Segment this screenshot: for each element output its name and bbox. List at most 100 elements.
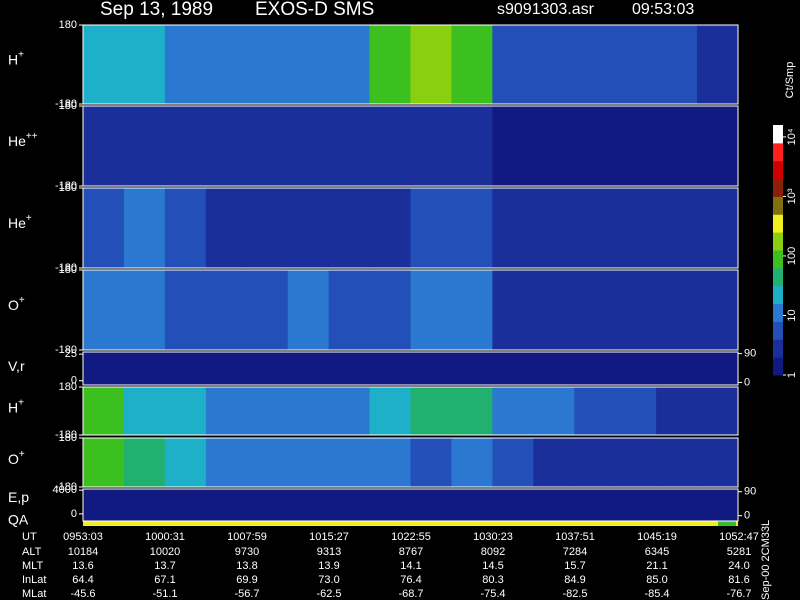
heatmap-cell bbox=[83, 352, 125, 385]
heatmap-cell bbox=[328, 489, 371, 521]
heatmap-cell bbox=[205, 387, 248, 435]
heatmap-cell bbox=[574, 106, 616, 186]
panel-label-main: H bbox=[8, 51, 18, 67]
panel-label-2: QA bbox=[8, 512, 29, 528]
heatmap-cell bbox=[369, 387, 411, 435]
heatmap-cell bbox=[328, 352, 371, 385]
heatmap-cell bbox=[697, 25, 739, 104]
table-cell: 13.7 bbox=[154, 560, 175, 572]
colorbar-swatch bbox=[773, 178, 783, 197]
colorbar-tick-label: 10⁴ bbox=[786, 128, 798, 145]
table-cell: 1022:55 bbox=[391, 531, 431, 543]
heatmap-cell bbox=[697, 352, 739, 385]
colorbar-swatch bbox=[773, 142, 783, 162]
heatmap-cell bbox=[615, 106, 657, 186]
heatmap-cell bbox=[369, 270, 411, 350]
colorbar-swatch bbox=[773, 250, 783, 269]
heatmap-cell bbox=[574, 352, 616, 385]
panel-label-sup: + bbox=[18, 397, 24, 408]
heatmap-cell bbox=[164, 387, 207, 435]
colorbar-swatch bbox=[773, 285, 783, 305]
panel-label: H+ bbox=[8, 49, 24, 67]
heatmap-cell bbox=[164, 25, 207, 104]
heatmap-cell bbox=[328, 270, 371, 350]
heatmap-cell bbox=[287, 352, 330, 385]
qa-bar-end bbox=[718, 521, 736, 526]
table-cell: 80.3 bbox=[482, 574, 503, 586]
heatmap-cell bbox=[492, 106, 534, 186]
heatmap-cell bbox=[83, 25, 125, 104]
heatmap-cell bbox=[533, 270, 575, 350]
heatmap-cell bbox=[410, 25, 452, 104]
instrument: EXOS-D SMS bbox=[255, 0, 374, 20]
heatmap-cell bbox=[410, 188, 452, 268]
table-cell: 0953:03 bbox=[63, 531, 103, 543]
heatmap-cell bbox=[533, 106, 575, 186]
heatmap-cell bbox=[615, 387, 657, 435]
heatmap-cell bbox=[123, 188, 166, 268]
heatmap-cell bbox=[123, 438, 166, 487]
y2-tick-label: 90 bbox=[744, 348, 756, 360]
table-cell: 1037:51 bbox=[555, 531, 595, 543]
table-cell: 81.6 bbox=[728, 574, 749, 586]
table-cell: -82.5 bbox=[562, 588, 587, 600]
table-cell: 10184 bbox=[68, 546, 99, 558]
y-tick-label: 180 bbox=[59, 182, 77, 194]
table-cell: 10020 bbox=[150, 546, 181, 558]
heatmap-cell bbox=[697, 106, 739, 186]
table-cell: 9730 bbox=[235, 546, 259, 558]
heatmap-cell bbox=[410, 438, 452, 487]
table-cell: 76.4 bbox=[400, 574, 421, 586]
heatmap-cell bbox=[697, 387, 739, 435]
heatmap-cell bbox=[656, 387, 698, 435]
heatmap-cell bbox=[656, 438, 698, 487]
panel-label-main: O bbox=[8, 451, 19, 467]
heatmap-cell bbox=[451, 489, 493, 521]
y-tick-label: -180 bbox=[55, 429, 77, 441]
heatmap-cell bbox=[369, 438, 411, 487]
colorbar-swatch bbox=[773, 125, 783, 144]
table-cell: 69.9 bbox=[236, 574, 257, 586]
panel-frame bbox=[82, 269, 739, 351]
y-tick-label: -180 bbox=[55, 180, 77, 192]
heatmap-cell bbox=[123, 352, 166, 385]
table-cell: 64.4 bbox=[72, 574, 93, 586]
heatmap-cell bbox=[451, 106, 493, 186]
table-cell: 7284 bbox=[563, 546, 587, 558]
table-row-label: MLT bbox=[22, 560, 43, 572]
table-cell: 13.8 bbox=[236, 560, 257, 572]
heatmap-cell bbox=[533, 489, 575, 521]
table-cell: 13.9 bbox=[318, 560, 339, 572]
panel-label-main: H bbox=[8, 399, 18, 415]
heatmap-cell bbox=[615, 188, 657, 268]
colorbar-swatch bbox=[773, 321, 783, 340]
colorbar-swatch bbox=[773, 160, 783, 180]
y-tick-label: -180 bbox=[55, 262, 77, 274]
table-cell: 9313 bbox=[317, 546, 341, 558]
table-cell: -76.7 bbox=[726, 588, 751, 600]
heatmap-cell bbox=[574, 438, 616, 487]
heatmap-cell bbox=[205, 188, 248, 268]
table-cell: 13.6 bbox=[72, 560, 93, 572]
panel-label-sup: + bbox=[26, 213, 32, 224]
heatmap-cell bbox=[410, 270, 452, 350]
y2-tick-label: 0 bbox=[744, 510, 750, 522]
heatmap-cell bbox=[83, 106, 125, 186]
y-tick-label: 4000 bbox=[53, 484, 77, 496]
heatmap-cell bbox=[328, 438, 371, 487]
heatmap-cell bbox=[328, 106, 371, 186]
table-cell: 5281 bbox=[727, 546, 751, 558]
heatmap-cell bbox=[83, 387, 125, 435]
heatmap-cell bbox=[492, 270, 534, 350]
table-cell: 1045:19 bbox=[637, 531, 677, 543]
table-row-label: MLat bbox=[22, 588, 46, 600]
heatmap-cell bbox=[533, 25, 575, 104]
heatmap-cell bbox=[697, 270, 739, 350]
table-cell: 14.1 bbox=[400, 560, 421, 572]
table-cell: -62.5 bbox=[316, 588, 341, 600]
panel-label-sup: + bbox=[19, 449, 25, 460]
table-cell: 14.5 bbox=[482, 560, 503, 572]
y-tick-label: 180 bbox=[59, 19, 77, 31]
table-cell: 1052:47 bbox=[719, 531, 759, 543]
